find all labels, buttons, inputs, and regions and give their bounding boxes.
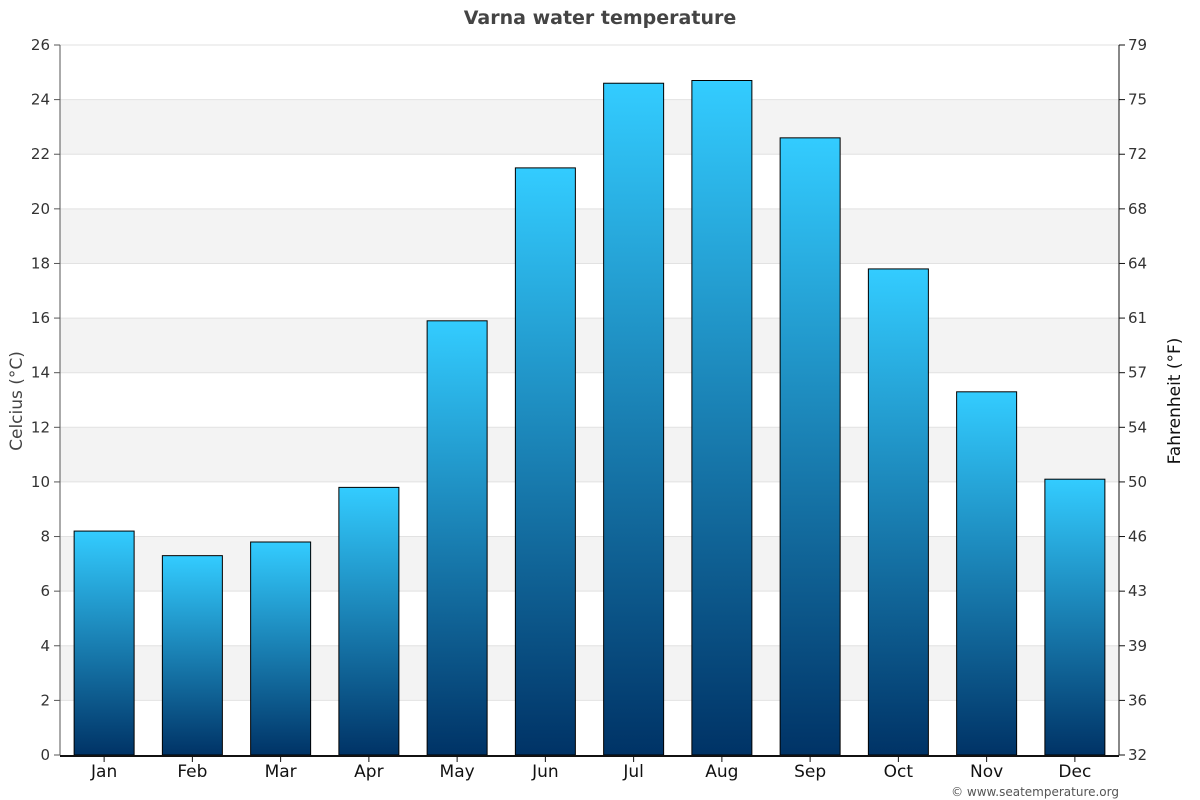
grid-band <box>60 318 1119 373</box>
y-left-tick-label: 8 <box>40 528 50 546</box>
y-right-tick-label: 79 <box>1128 36 1147 54</box>
y-right-tick-label: 54 <box>1128 418 1147 436</box>
bar-jun <box>514 167 576 756</box>
y-right-tick-label: 43 <box>1128 582 1147 600</box>
y-left-tick-label: 2 <box>40 691 50 709</box>
bar-feb <box>161 555 223 756</box>
y-right-tick-label: 36 <box>1128 691 1147 709</box>
y-axis-right-ticks: 32 36 39 43 46 50 54 57 61 64 68 72 75 79 <box>1119 36 1147 764</box>
x-tick-label-dec: Dec <box>1058 762 1091 782</box>
axes <box>59 45 1120 757</box>
x-tick-label-aug: Aug <box>705 762 738 782</box>
y-left-tick-label: 18 <box>31 254 50 272</box>
x-tick-label-may: May <box>440 762 475 782</box>
y-right-tick-label: 39 <box>1128 637 1147 655</box>
x-tick-label-oct: Oct <box>884 762 914 782</box>
y-left-tick-label: 22 <box>31 145 50 163</box>
x-tick-label-jan: Jan <box>90 762 117 782</box>
bar-nov <box>956 391 1018 756</box>
bar-jan <box>73 530 135 756</box>
y-left-tick-label: 20 <box>31 200 50 218</box>
y-left-tick-label: 4 <box>40 637 50 655</box>
bar-aug <box>691 80 753 756</box>
y-left-tick-label: 12 <box>31 418 50 436</box>
y-right-tick-label: 72 <box>1128 145 1147 163</box>
x-tick-label-mar: Mar <box>265 762 297 782</box>
y-right-tick-label: 50 <box>1128 473 1147 491</box>
bar-apr <box>338 486 400 756</box>
bar-oct <box>867 268 929 756</box>
y-left-tick-label: 24 <box>31 91 50 109</box>
y-right-tick-label: 61 <box>1128 309 1147 327</box>
y-axis-right-label: Fahrenheit (°F) <box>1165 338 1185 465</box>
y-right-tick-label: 57 <box>1128 364 1147 382</box>
bar-sep <box>779 137 841 756</box>
credit-text: © www.seatemperature.org <box>951 785 1119 799</box>
bar-jul <box>603 82 665 756</box>
bar-dec <box>1044 478 1106 756</box>
y-left-tick-label: 14 <box>31 364 50 382</box>
grid-band <box>60 645 1119 701</box>
grid-band <box>60 536 1119 592</box>
y-axis-left-label: Celcius (°C) <box>7 351 27 451</box>
background-bands <box>60 99 1119 701</box>
y-right-tick-label: 32 <box>1128 746 1147 764</box>
y-left-tick-label: 26 <box>31 36 50 54</box>
y-left-tick-label: 6 <box>40 582 50 600</box>
y-left-tick-label: 16 <box>31 309 50 327</box>
y-right-tick-label: 68 <box>1128 200 1147 218</box>
x-axis-ticks: Jan Feb Mar Apr May Jun Jul Aug Sep Oct Nov Dec <box>90 756 1091 782</box>
bar-mar <box>250 541 312 756</box>
gridlines <box>60 44 1119 701</box>
x-tick-label-nov: Nov <box>970 762 1003 782</box>
grid-band <box>60 427 1119 482</box>
y-left-tick-label: 10 <box>31 473 50 491</box>
y-left-tick-label: 0 <box>40 746 50 764</box>
bar-may <box>426 320 488 756</box>
x-tick-label-feb: Feb <box>177 762 207 782</box>
bars <box>73 80 1106 756</box>
y-right-tick-label: 75 <box>1128 91 1147 109</box>
y-right-tick-label: 46 <box>1128 528 1147 546</box>
x-tick-label-sep: Sep <box>794 762 826 782</box>
grid-band <box>60 99 1119 155</box>
chart-title: Varna water temperature <box>464 7 736 29</box>
y-right-tick-label: 64 <box>1128 254 1147 272</box>
grid-band <box>60 208 1119 264</box>
x-tick-label-jun: Jun <box>531 762 559 782</box>
x-tick-label-apr: Apr <box>354 762 383 782</box>
x-tick-label-jul: Jul <box>622 762 644 782</box>
